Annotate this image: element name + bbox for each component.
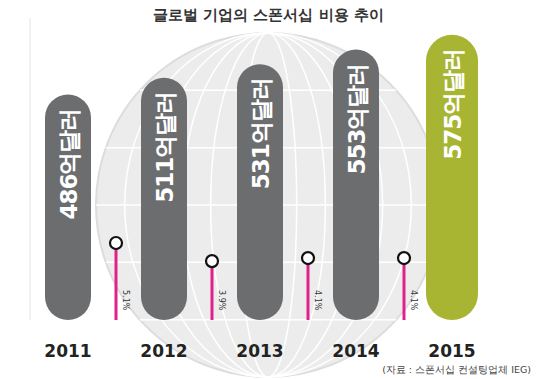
data-label: 553억달러 bbox=[344, 64, 370, 175]
bar bbox=[426, 35, 478, 320]
growth-marker bbox=[110, 237, 122, 320]
growth-label: 4.1% bbox=[313, 290, 322, 311]
x-tick-label: 2012 bbox=[140, 341, 187, 361]
x-tick-label: 2013 bbox=[236, 341, 283, 361]
growth-marker bbox=[206, 255, 218, 320]
data-label: 575억달러 bbox=[440, 49, 466, 160]
growth-label: 3.9% bbox=[217, 290, 226, 311]
marks bbox=[45, 35, 478, 320]
bar bbox=[237, 64, 283, 320]
x-tick-label: 2015 bbox=[428, 341, 475, 361]
data-label: 531억달러 bbox=[248, 78, 274, 189]
chart: 글로벌 기업의 스폰서십 비용 추이 486억달러 2011 511억달러 2012 53… bbox=[0, 0, 537, 379]
growth-marker bbox=[398, 252, 410, 320]
title: 글로벌 기업의 스폰서십 비용 추이 bbox=[153, 6, 384, 24]
growth-marker bbox=[302, 252, 314, 320]
source: (자료 : 스폰서십 컨설팅업체 IEG) bbox=[382, 364, 531, 375]
data-label: 486억달러 bbox=[56, 109, 82, 220]
bar bbox=[141, 78, 187, 320]
x-tick-label: 2014 bbox=[332, 341, 379, 361]
data-label: 511억달러 bbox=[152, 92, 178, 203]
x-tick-label: 2011 bbox=[44, 341, 91, 361]
globe-background bbox=[96, 33, 440, 377]
bar bbox=[333, 50, 379, 320]
growth-label: 5.1% bbox=[121, 290, 130, 311]
y-axis-line bbox=[30, 18, 31, 320]
bar bbox=[45, 95, 91, 320]
growth-label: 4.1% bbox=[409, 290, 418, 311]
